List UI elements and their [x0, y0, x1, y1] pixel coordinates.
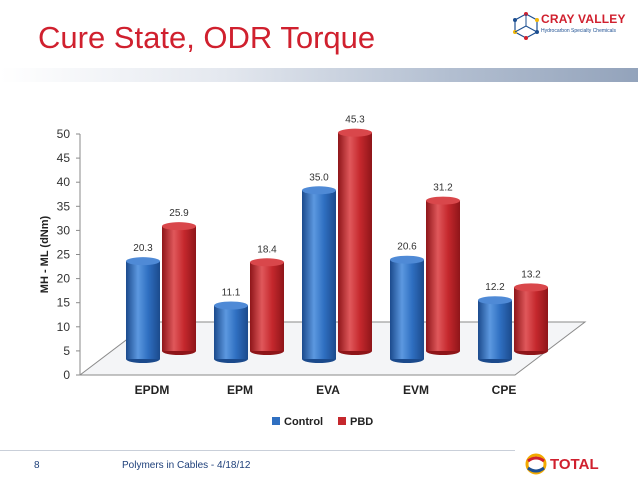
data-label-control-epdm: 20.3: [133, 243, 153, 254]
page-number: 8: [34, 460, 40, 471]
title-divider: [0, 68, 638, 82]
x-tick-label-eva: EVA: [316, 383, 340, 397]
legend-label-pbd: PBD: [350, 416, 373, 428]
y-tick-label: 30: [57, 223, 71, 237]
chart-legend: Control PBD: [272, 416, 373, 428]
legend-swatch-pbd: [338, 417, 346, 425]
y-tick-label: 20: [57, 272, 71, 286]
cray-valley-logo: CRAY VALLEY Hydrocarbon Specialty Chemic…: [513, 10, 631, 50]
cray-valley-tagline: Hydrocarbon Specialty Chemicals: [541, 28, 617, 34]
y-tick-label: 10: [57, 320, 71, 334]
bar-control-eva: [302, 186, 336, 363]
chart-bars: [126, 128, 548, 363]
bar-pbd-epm: [250, 258, 284, 355]
y-tick-label: 5: [63, 344, 70, 358]
cray-valley-molecule-icon: [513, 12, 539, 40]
data-label-pbd-epm: 18.4: [257, 244, 277, 255]
bar-pbd-eva: [338, 128, 372, 355]
data-label-pbd-epdm: 25.9: [169, 208, 189, 219]
data-label-control-epm: 11.1: [222, 287, 241, 298]
total-swirl-icon: [525, 453, 547, 475]
y-tick-label: 25: [57, 248, 71, 262]
y-tick-label: 40: [57, 175, 71, 189]
data-label-control-evm: 20.6: [397, 242, 417, 253]
bar-control-epm: [214, 301, 248, 363]
legend-swatch-control: [272, 417, 280, 425]
x-tick-label-epm: EPM: [227, 383, 253, 397]
y-tick-label: 45: [57, 151, 71, 165]
legend-label-control: Control: [284, 416, 323, 428]
chart-labels: 20.3 25.9 EPDM 11.1 18.4 EPM 35.0 45.3 EVA 20.6 31…: [133, 115, 541, 397]
y-tick-label: 50: [57, 127, 71, 141]
data-label-pbd-eva: 45.3: [345, 115, 365, 126]
bar-pbd-epdm: [162, 222, 196, 355]
slide-title: Cure State, ODR Torque: [38, 20, 376, 55]
x-tick-label-epdm: EPDM: [135, 383, 170, 397]
y-tick-label: 0: [63, 368, 70, 382]
bar-control-evm: [390, 255, 424, 363]
y-tick-label: 35: [57, 199, 71, 213]
x-tick-label-evm: EVM: [403, 383, 429, 397]
data-label-control-cpe: 12.2: [485, 282, 505, 293]
y-axis-label: MH - ML (dNm): [39, 215, 51, 293]
cray-valley-brand: CRAY VALLEY: [541, 12, 626, 26]
bar-chart: 0 5 10 15 20 25 30 35 40 45 50 MH - ML (dNm) 20.3 25…: [39, 115, 587, 428]
data-label-pbd-cpe: 13.2: [521, 269, 541, 280]
total-wordmark: TOTAL: [550, 456, 599, 473]
total-logo: TOTAL: [522, 452, 632, 476]
footer-divider: [0, 450, 515, 451]
bar-control-epdm: [126, 257, 160, 363]
x-tick-label-cpe: CPE: [492, 383, 517, 397]
data-label-pbd-evm: 31.2: [433, 183, 453, 194]
y-axis: 0 5 10 15 20 25 30 35 40 45 50 MH - ML (dNm): [39, 127, 81, 382]
footer-caption: Polymers in Cables - 4/18/12: [122, 460, 251, 471]
data-label-control-eva: 35.0: [309, 172, 329, 183]
bar-pbd-evm: [426, 196, 460, 355]
bar-pbd-cpe: [514, 283, 548, 355]
y-tick-label: 15: [57, 296, 71, 310]
bar-control-cpe: [478, 296, 512, 363]
